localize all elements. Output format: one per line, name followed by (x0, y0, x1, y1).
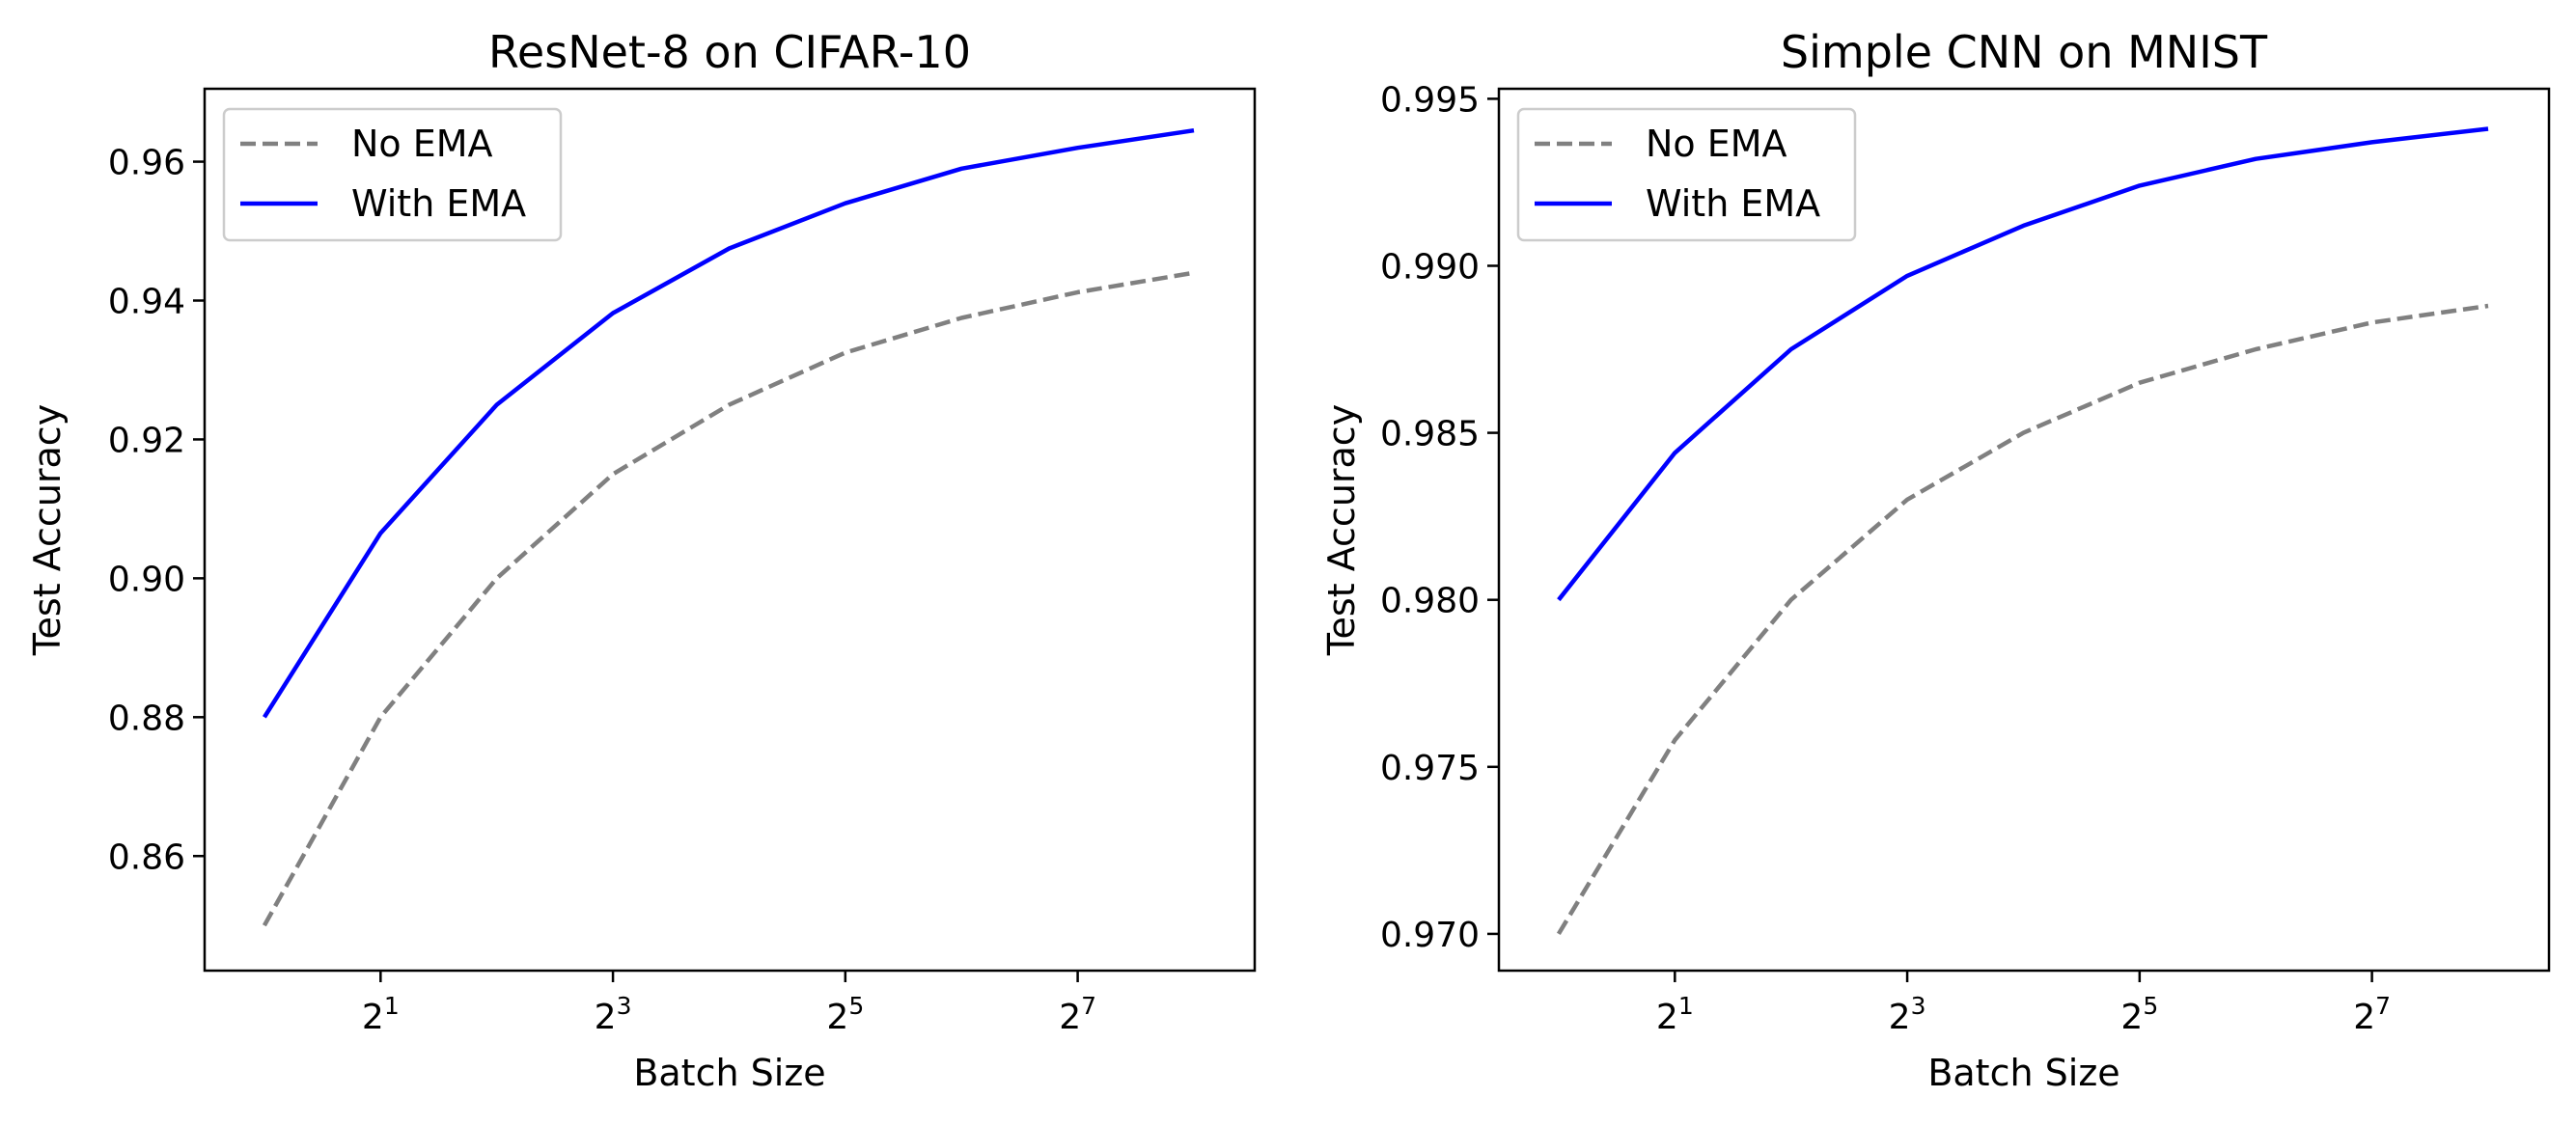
x-tick-label: 23 (595, 992, 632, 1037)
y-tick-label: 0.970 (1380, 916, 1480, 955)
x-tick-base: 2 (595, 998, 617, 1037)
y-axis-label: Test Accuracy (1320, 404, 1363, 656)
x-tick-exponent: 5 (2143, 992, 2158, 1020)
y-tick-label: 0.990 (1380, 247, 1480, 287)
x-tick-base: 2 (826, 998, 848, 1037)
series-line-with-ema (1557, 126, 2489, 602)
y-tick-label: 0.90 (108, 560, 185, 599)
y-tick-label: 0.94 (108, 283, 185, 322)
legend-label: With EMA (1646, 182, 1820, 225)
x-tick-exponent: 5 (848, 992, 864, 1020)
chart-title: Simple CNN on MNIST (1781, 26, 2268, 78)
plot-frame (203, 87, 1257, 973)
x-axis-label: Batch Size (1927, 1052, 2119, 1094)
x-tick-label: 23 (1889, 992, 1926, 1037)
x-tick-exponent: 7 (1081, 992, 1096, 1020)
chart-panel-2: Simple CNN on MNIST 0.970 0.975 0.980 0.985 0… (1320, 26, 2551, 1094)
y-tick-label: 0.86 (108, 837, 185, 877)
x-tick-base: 2 (1656, 998, 1678, 1037)
legend: No EMA With EMA (1516, 107, 1857, 242)
chart-panel-1: ResNet-8 on CIFAR-10 0.86 0.88 0.90 0.92 0.94… (26, 26, 1257, 1094)
x-tick-exponent: 1 (384, 992, 400, 1020)
x-tick-exponent: 3 (617, 992, 632, 1020)
x-tick-label: 25 (826, 992, 864, 1037)
y-tick-label: 0.92 (108, 421, 185, 460)
x-tick-base: 2 (2120, 998, 2143, 1037)
legend-label: With EMA (351, 182, 526, 225)
series-line-no-ema (262, 270, 1195, 927)
plot-frame (1497, 87, 2551, 973)
x-tick-exponent: 1 (1678, 992, 1694, 1020)
y-tick-label: 0.96 (108, 144, 185, 183)
x-tick-base: 2 (1059, 998, 1081, 1037)
legend-label: No EMA (351, 123, 493, 165)
x-tick-label: 25 (2120, 992, 2158, 1037)
x-tick-label: 21 (362, 992, 400, 1037)
y-tick-label: 0.995 (1380, 80, 1480, 120)
x-axis-label: Batch Size (633, 1052, 825, 1094)
x-tick-label: 21 (1656, 992, 1694, 1037)
x-tick-base: 2 (1889, 998, 1911, 1037)
y-tick-label: 0.88 (108, 699, 185, 738)
x-tick-exponent: 7 (2375, 992, 2391, 1020)
legend-label: No EMA (1646, 123, 1787, 165)
y-axis-label: Test Accuracy (26, 404, 69, 656)
legend: No EMA With EMA (222, 107, 563, 242)
x-tick-exponent: 3 (1911, 992, 1926, 1020)
y-tick-label: 0.975 (1380, 749, 1480, 788)
y-tick-label: 0.985 (1380, 415, 1480, 454)
series-line-no-ema (1556, 303, 2489, 936)
x-tick-label: 27 (1059, 992, 1096, 1037)
x-tick-label: 27 (2353, 992, 2391, 1037)
x-tick-base: 2 (362, 998, 384, 1037)
series-line-with-ema (262, 127, 1195, 719)
chart-title: ResNet-8 on CIFAR-10 (488, 26, 971, 78)
x-tick-base: 2 (2353, 998, 2375, 1037)
y-tick-label: 0.980 (1380, 582, 1480, 621)
